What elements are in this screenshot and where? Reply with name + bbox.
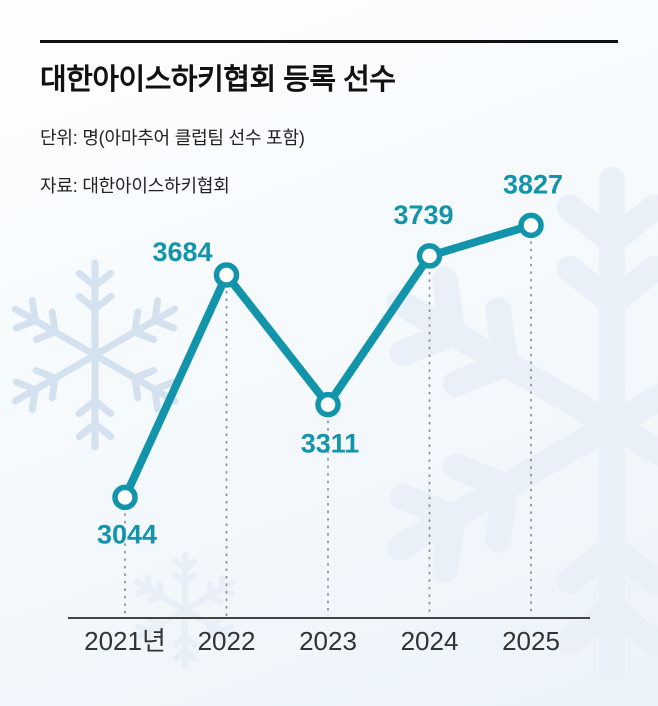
x-axis-label: 2022 [198, 626, 256, 656]
snowflake-icon [386, 167, 658, 683]
data-point-marker [213, 262, 240, 288]
value-label: 3044 [97, 519, 157, 549]
chart-header: 대한아이스하키협회 등록 선수 단위: 명(아마추어 클럽팀 선수 포함) 자료… [0, 0, 658, 198]
data-point-marker [315, 391, 341, 418]
x-axis-label: 2024 [401, 626, 459, 656]
value-label: 3311 [301, 429, 360, 459]
data-point-marker [416, 243, 443, 269]
x-axis-label: 2023 [299, 626, 357, 656]
chart-title: 대한아이스하키협회 등록 선수 [40, 64, 396, 96]
header-rule [40, 40, 618, 43]
snowflake-icon [134, 552, 236, 668]
data-point-marker [518, 212, 544, 239]
x-axis-label: 2025 [502, 626, 560, 656]
snowflake-icon [11, 259, 179, 451]
value-label: 3827 [503, 169, 563, 199]
unit-label: 단위: 명(아마추어 클럽팀 선수 포함) [40, 127, 305, 148]
data-point-marker [112, 484, 138, 511]
x-axis-label: 2021년 [84, 626, 166, 656]
value-label: 3739 [393, 200, 453, 230]
value-label: 3684 [152, 237, 212, 267]
source-label: 자료: 대한아이스하키협회 [40, 175, 230, 196]
